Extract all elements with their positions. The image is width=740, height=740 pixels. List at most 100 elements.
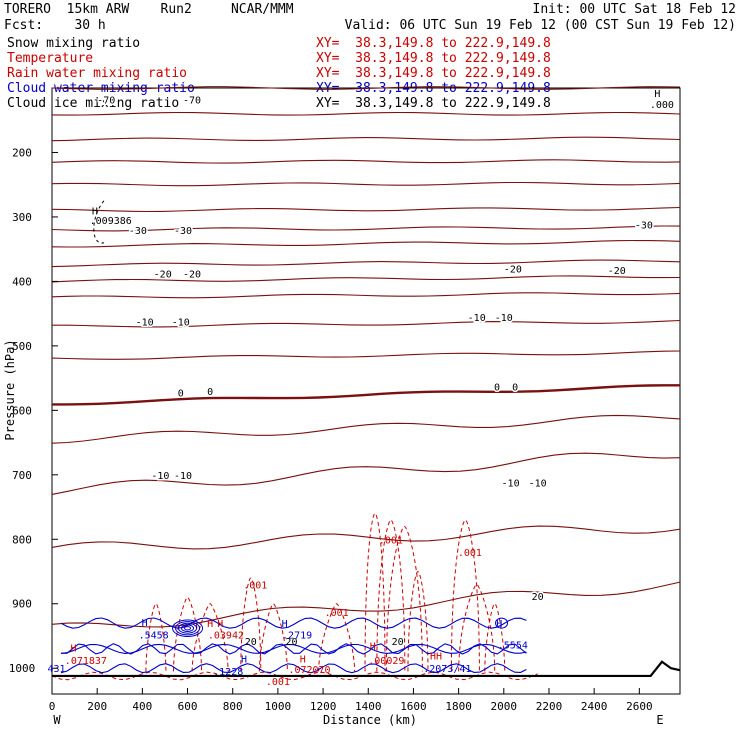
cloud-water-contour	[60, 643, 527, 654]
isotherm-label: -10	[529, 479, 547, 490]
x-tick-label: 800	[223, 700, 243, 713]
isotherm-label: -30	[129, 226, 147, 237]
isotherm--20	[51, 275, 681, 283]
isotherm--45	[51, 181, 681, 187]
isotherm-5	[51, 414, 681, 444]
annotation-label: .001	[243, 580, 267, 591]
x-tick-label: 1800	[445, 700, 472, 713]
isotherm-20	[51, 581, 681, 628]
x-tick-label: 1200	[310, 700, 337, 713]
isotherm-label: -10	[174, 471, 192, 482]
plot-frame	[51, 87, 681, 695]
isotherm--10	[52, 319, 681, 328]
cloud-water-contour	[60, 617, 527, 629]
model-title: TORERO 15km ARW Run2 NCAR/MMM	[4, 2, 294, 17]
y-tick-label: 300	[12, 211, 32, 224]
rain-water-contour	[240, 577, 262, 672]
x-tick-label: 1400	[355, 700, 382, 713]
annotation-label: .000	[650, 100, 674, 111]
x-tick-label: 400	[132, 700, 152, 713]
x-tick-label: 1000	[265, 700, 292, 713]
y-tick-label: 400	[12, 275, 32, 288]
isotherm-0	[52, 384, 680, 406]
annotation-label: H	[241, 655, 247, 666]
rain-water-band	[51, 671, 538, 681]
isotherm-label: -20	[504, 265, 522, 276]
y-tick-label: 800	[12, 533, 32, 546]
legend-rain-xy: XY= 38.3,149.8 to 222.9,149.8	[316, 66, 551, 81]
annotation-label: .00029	[368, 656, 404, 667]
isotherm-label: -10	[172, 317, 190, 328]
annotation-label: .001	[379, 535, 403, 546]
y-tick-label: 900	[12, 598, 32, 611]
annotation-label: .2073/41	[423, 664, 471, 675]
plot-layer: -70 -70 -30 -30 -30 -20 -20 -20 -20 -10 -10 -10 -10 0…	[9, 86, 681, 713]
isotherm-label: -20	[183, 270, 201, 281]
isotherm-label: -10	[495, 313, 513, 324]
x-axis-label: Distance (km)	[323, 713, 417, 727]
annotation-label: H	[207, 619, 213, 630]
rain-water-contour	[364, 512, 386, 672]
annotation-label: .1228	[213, 667, 243, 678]
y-tick-label: 600	[12, 404, 32, 417]
y-axis-label: Pressure (hPa)	[3, 339, 17, 440]
isotherm-label: -10	[136, 317, 154, 328]
annotation-label: 20	[392, 637, 404, 648]
isotherm-10	[51, 452, 681, 495]
cloud-water-ring	[172, 619, 204, 637]
isotherm--40	[51, 206, 681, 213]
isotherm-label: -10	[468, 313, 486, 324]
annotation-label: .072070	[288, 665, 330, 676]
annotation-label: 20	[285, 637, 297, 648]
isotherm-label: -30	[174, 226, 192, 237]
cloud-water-contour	[60, 663, 527, 674]
annotation-label: H	[70, 644, 76, 655]
legend-cloud-ice: Cloud ice mixing ratio	[7, 96, 180, 111]
rain-water-contour	[385, 525, 423, 672]
x-tick-label: 2400	[581, 700, 608, 713]
isotherm-label: -70	[183, 96, 201, 107]
annotation-label: .071837	[65, 656, 107, 667]
annotation-label: H	[300, 655, 306, 666]
annotation-label: .03942	[208, 631, 244, 642]
isotherm--60	[51, 111, 681, 116]
cloud-water-contour	[60, 643, 527, 655]
legend-temperature: Temperature	[7, 51, 94, 66]
x-tick-label: 600	[178, 700, 198, 713]
x-tick-label: 1600	[400, 700, 427, 713]
isotherm-label: -20	[608, 266, 626, 277]
west-label: W	[53, 713, 61, 727]
legend-cloud-ice-xy: XY= 38.3,149.8 to 222.9,149.8	[316, 96, 551, 111]
isotherm-label: 0	[178, 388, 184, 399]
isotherm-label: -10	[502, 479, 520, 490]
snow-contour	[93, 200, 105, 244]
rain-water-contour	[458, 583, 496, 672]
rain-water-contour	[450, 519, 480, 672]
annotation-label: H	[92, 206, 98, 217]
terrain-line	[52, 660, 681, 678]
annotation-label: H	[142, 618, 148, 629]
y-tick-label: 500	[12, 340, 32, 353]
isotherm-label: 0	[494, 382, 500, 393]
x-tick-label: 2600	[626, 700, 653, 713]
valid-time: Valid: 06 UTC Sun 19 Feb 12 (00 CST Sun …	[344, 18, 736, 33]
cloud-water-ring	[495, 617, 509, 629]
y-tick-label: 200	[12, 146, 32, 159]
isotherm--5	[51, 350, 681, 360]
legend-snow: Snow mixing ratio	[7, 36, 141, 51]
isotherm--55	[51, 136, 681, 142]
isotherm-label: -70	[97, 96, 115, 107]
isotherm-label: 20	[532, 592, 544, 603]
rain-water-contour	[407, 571, 429, 672]
annotation-label: HH	[430, 651, 442, 662]
isotherm--15	[51, 292, 681, 299]
isotherm-label: 0	[512, 382, 518, 393]
annotation-label: H	[496, 619, 502, 630]
annotation-label: H	[282, 619, 288, 630]
x-tick-label: 2000	[491, 700, 518, 713]
x-tick-label: 200	[87, 700, 107, 713]
annotation-label: .001	[325, 608, 349, 619]
cloud-water-ring	[184, 626, 192, 631]
isotherm--50	[51, 159, 681, 164]
